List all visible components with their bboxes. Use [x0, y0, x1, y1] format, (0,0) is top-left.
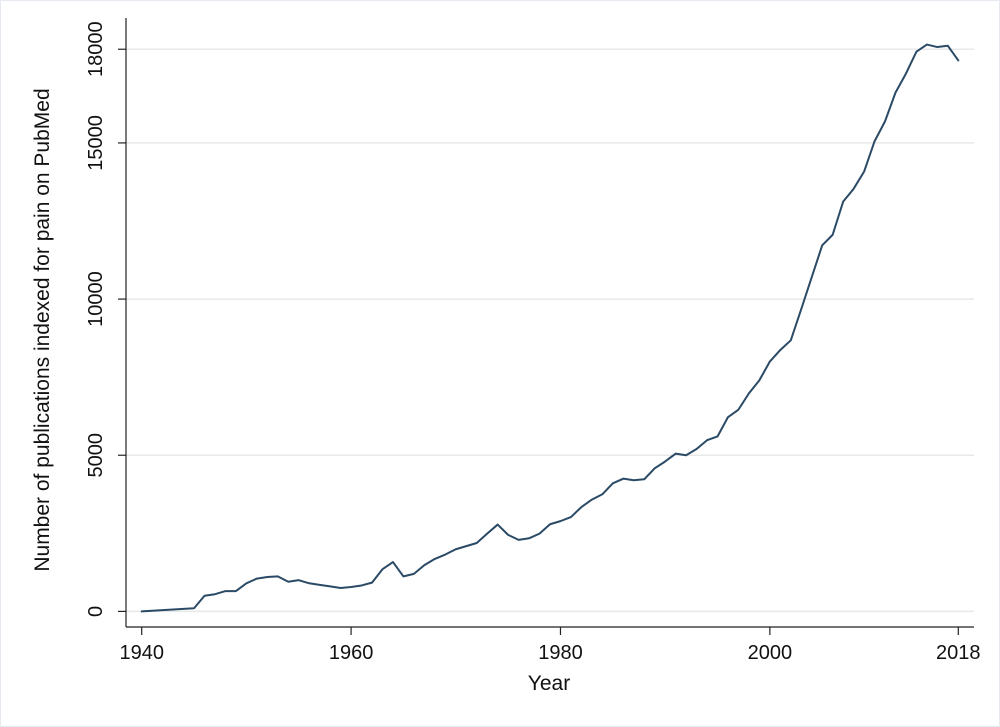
x-tick-label-1960: 1960: [329, 642, 374, 664]
gridlines: [126, 48, 974, 613]
x-tick-label-1940: 1940: [119, 642, 164, 664]
x-tick-label-2018: 2018: [936, 642, 981, 664]
y-tick-label-0: 0: [85, 606, 107, 617]
x-tick-label-2000: 2000: [748, 642, 793, 664]
tick-marks: 0 5000 10000 15000 18000 1940 1960 1980 2000 2018: [85, 21, 981, 664]
x-axis-title: Year: [528, 672, 570, 695]
y-tick-label-10000: 10000: [85, 271, 107, 327]
axes: [125, 18, 974, 628]
series-layer: [140, 43, 960, 613]
y-tick-label-15000: 15000: [85, 115, 107, 171]
y-tick-label-5000: 5000: [85, 433, 107, 478]
x-tick-label-1980: 1980: [538, 642, 583, 664]
series-line-0: [140, 43, 960, 613]
y-axis-title: Number of publications indexed for pain …: [31, 88, 54, 571]
y-tick-label-18000: 18000: [85, 21, 107, 77]
